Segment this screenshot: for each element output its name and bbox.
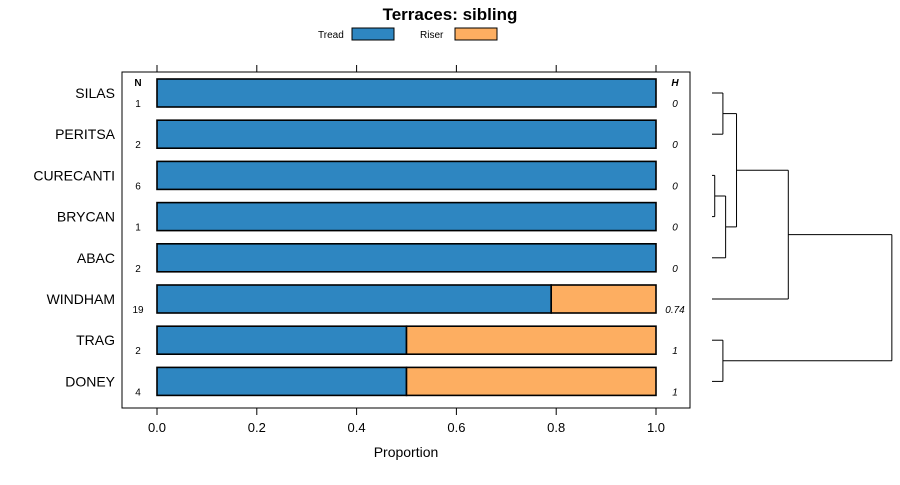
h-value: 0 bbox=[672, 264, 678, 275]
n-value: 19 bbox=[132, 305, 144, 316]
x-tick-label: 1.0 bbox=[647, 420, 665, 435]
n-value: 1 bbox=[135, 223, 141, 234]
x-axis: 0.0 0.2 0.4 0.6 0.8 1.0 bbox=[148, 65, 665, 435]
bar-riser bbox=[405, 366, 657, 397]
n-value: 4 bbox=[135, 387, 141, 398]
h-value: 1 bbox=[672, 346, 678, 357]
row-label: ABAC bbox=[77, 250, 115, 266]
x-tick-label: 0.6 bbox=[447, 420, 465, 435]
h-value: 1 bbox=[672, 387, 678, 398]
bar-tread bbox=[156, 366, 408, 397]
n-value: 2 bbox=[135, 346, 141, 357]
h-value: 0 bbox=[672, 223, 678, 234]
bar-tread bbox=[156, 243, 657, 273]
bar-tread bbox=[156, 160, 657, 191]
row-label: DONEY bbox=[65, 373, 115, 389]
h-value: 0 bbox=[672, 99, 678, 110]
h-column-header: H bbox=[671, 78, 679, 89]
n-value: 2 bbox=[135, 140, 141, 151]
plot-panel bbox=[121, 71, 691, 409]
bar-tread bbox=[156, 78, 657, 108]
x-axis-label: Proportion bbox=[374, 444, 439, 460]
h-value: 0 bbox=[672, 140, 678, 151]
n-value: 6 bbox=[135, 181, 141, 192]
h-value: 0.74 bbox=[665, 305, 685, 316]
chart-title: Terraces: sibling bbox=[383, 5, 518, 24]
legend-swatch-riser bbox=[454, 27, 498, 41]
bar-rows: SILAS 1 0 PERITSA 2 0 CURECANTI 6 0 BRYCAN 1 0 ABAC 2… bbox=[33, 78, 685, 398]
row-label: PERITSA bbox=[55, 126, 116, 142]
n-column-header: N bbox=[134, 78, 141, 89]
x-tick-label: 0.4 bbox=[348, 420, 366, 435]
bar-tread bbox=[156, 119, 657, 149]
row-label: WINDHAM bbox=[47, 291, 115, 307]
bar-tread bbox=[156, 325, 408, 356]
row-label: CURECANTI bbox=[33, 167, 115, 183]
bar-riser bbox=[405, 325, 657, 356]
dendrogram bbox=[712, 92, 893, 382]
row-label: SILAS bbox=[75, 85, 115, 101]
legend-label-tread: Tread bbox=[318, 30, 344, 41]
n-value: 2 bbox=[135, 264, 141, 275]
row-label: TRAG bbox=[76, 332, 115, 348]
legend: Tread Riser bbox=[318, 27, 498, 41]
n-value: 1 bbox=[135, 99, 141, 110]
bar-tread bbox=[156, 284, 553, 314]
row-label: BRYCAN bbox=[57, 209, 115, 225]
bar-riser bbox=[550, 284, 657, 314]
x-tick-label: 0.2 bbox=[248, 420, 266, 435]
h-value: 0 bbox=[672, 181, 678, 192]
x-tick-label: 0.0 bbox=[148, 420, 166, 435]
bar-tread bbox=[156, 201, 657, 232]
legend-label-riser: Riser bbox=[420, 30, 444, 41]
x-tick-label: 0.8 bbox=[547, 420, 565, 435]
legend-swatch-tread bbox=[351, 27, 395, 41]
